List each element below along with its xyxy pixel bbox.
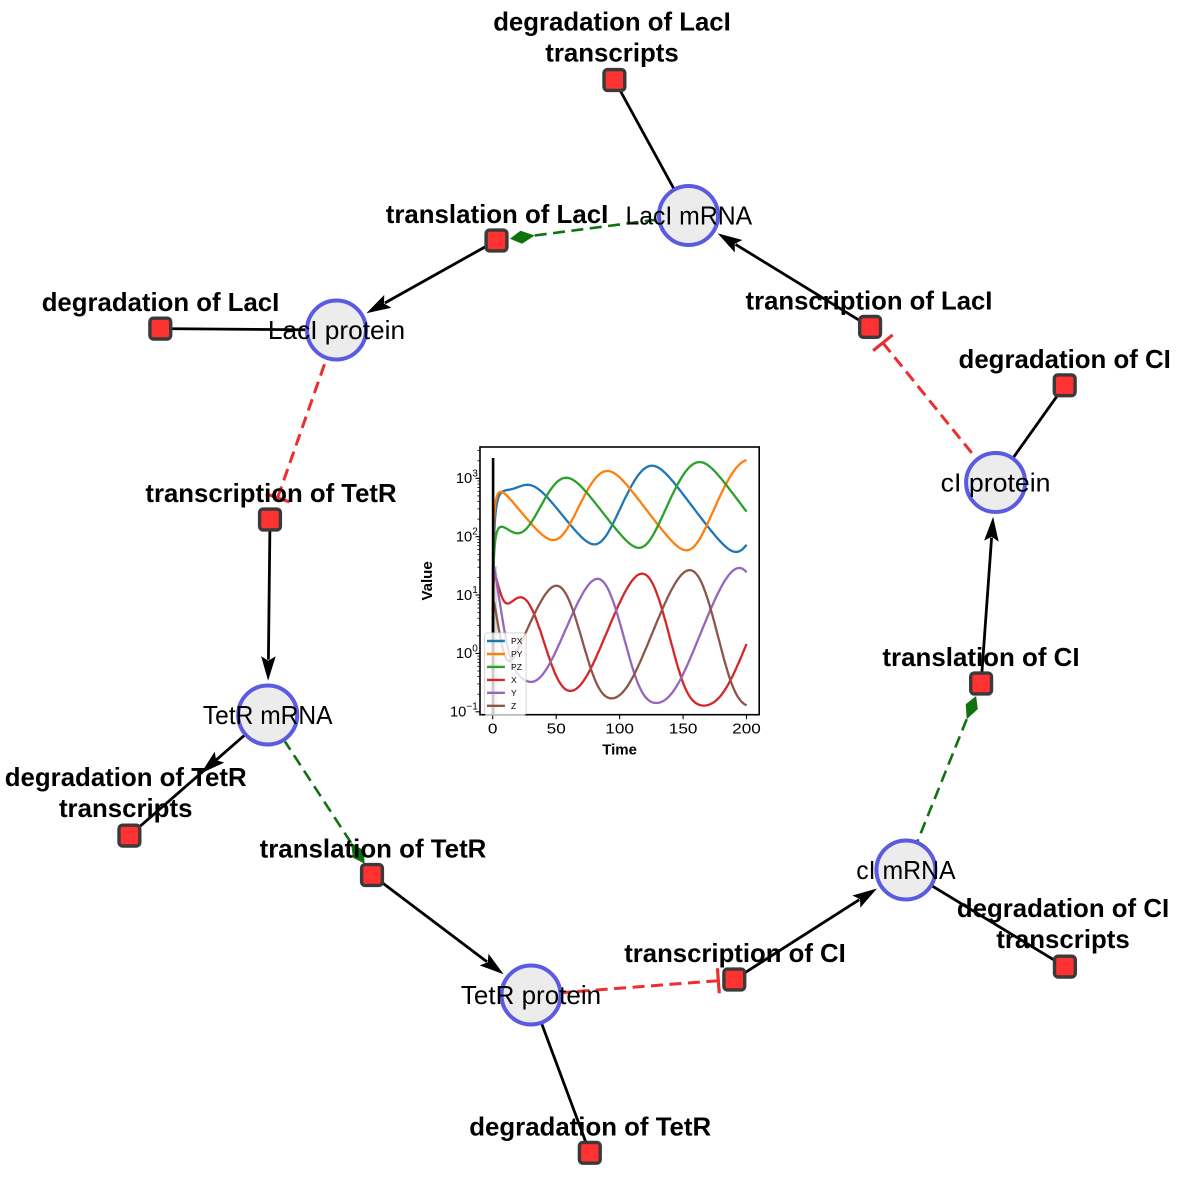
svg-text:LacI protein: LacI protein — [268, 315, 405, 345]
svg-text:transcription of CI: transcription of CI — [624, 938, 846, 968]
svg-text:LacI mRNA: LacI mRNA — [626, 201, 753, 231]
svg-text:TetR protein: TetR protein — [461, 980, 601, 1010]
svg-text:X: X — [511, 675, 517, 685]
svg-text:100: 100 — [456, 643, 478, 662]
svg-text:transcription of TetR: transcription of TetR — [145, 478, 396, 508]
svg-text:PX: PX — [511, 636, 523, 646]
svg-text:102: 102 — [456, 527, 478, 546]
svg-text:transcripts: transcripts — [545, 38, 679, 68]
svg-text:Z: Z — [511, 701, 516, 711]
svg-text:Time: Time — [602, 742, 637, 759]
svg-text:translation of LacI: translation of LacI — [386, 199, 609, 229]
svg-text:PZ: PZ — [511, 662, 522, 672]
svg-text:cI protein: cI protein — [941, 468, 1051, 498]
svg-text:150: 150 — [669, 721, 698, 738]
svg-text:103: 103 — [456, 468, 478, 487]
svg-text:200: 200 — [732, 721, 761, 738]
svg-text:transcription of LacI: transcription of LacI — [746, 285, 993, 315]
svg-text:10−1: 10−1 — [450, 702, 478, 721]
svg-text:101: 101 — [456, 585, 478, 604]
svg-text:0: 0 — [488, 721, 498, 738]
svg-text:TetR mRNA: TetR mRNA — [203, 700, 333, 730]
svg-text:translation of TetR: translation of TetR — [260, 834, 487, 864]
svg-text:Value: Value — [419, 561, 436, 600]
svg-text:degradation of CI: degradation of CI — [957, 893, 1169, 923]
svg-text:Y: Y — [511, 688, 517, 698]
svg-text:cI mRNA: cI mRNA — [856, 855, 956, 885]
svg-text:PY: PY — [511, 649, 523, 659]
svg-text:degradation of TetR: degradation of TetR — [5, 762, 247, 792]
svg-text:translation of CI: translation of CI — [882, 642, 1079, 672]
svg-text:100: 100 — [605, 721, 634, 738]
svg-text:degradation of CI: degradation of CI — [959, 344, 1171, 374]
svg-text:degradation of LacI: degradation of LacI — [493, 7, 731, 37]
svg-text:degradation of LacI: degradation of LacI — [42, 287, 280, 317]
svg-text:transcripts: transcripts — [996, 924, 1130, 954]
svg-text:degradation of TetR: degradation of TetR — [469, 1111, 711, 1141]
svg-text:50: 50 — [547, 721, 566, 738]
svg-text:transcripts: transcripts — [59, 793, 193, 823]
